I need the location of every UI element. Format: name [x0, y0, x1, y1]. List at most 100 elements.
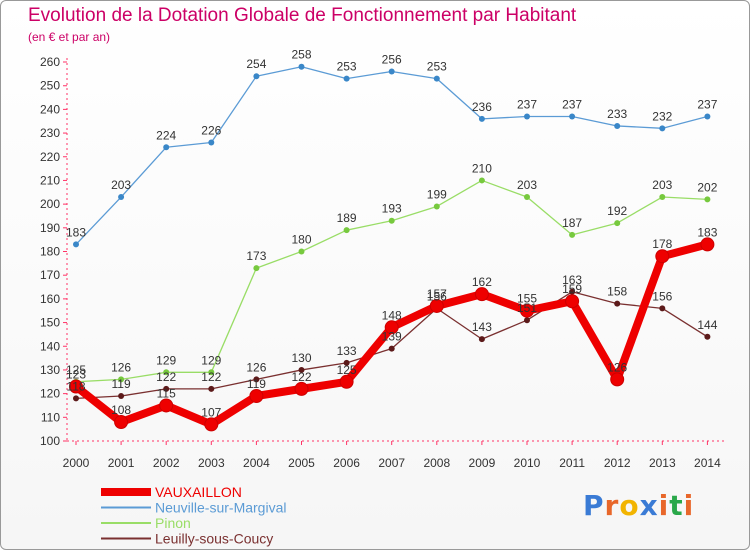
data-point [614, 122, 621, 129]
data-label: 151 [517, 301, 537, 315]
x-tick-label: 2004 [243, 456, 270, 470]
data-label: 189 [337, 211, 357, 225]
y-tick-label: 110 [41, 410, 60, 424]
proxiti-logo: Proxiti [583, 489, 694, 522]
data-point [569, 231, 576, 238]
data-label: 210 [472, 161, 492, 175]
data-point [208, 139, 215, 146]
logo-letter: i [683, 489, 695, 522]
data-point [565, 294, 580, 309]
y-tick-label: 190 [40, 221, 60, 235]
data-label: 193 [382, 202, 402, 216]
data-point [524, 113, 530, 120]
data-label: 148 [382, 308, 402, 322]
data-point [700, 237, 715, 252]
data-point [343, 75, 350, 82]
x-tick-label: 2014 [694, 456, 721, 470]
data-label: 144 [697, 318, 717, 332]
y-tick-label: 240 [40, 102, 60, 116]
x-tick-label: 2009 [469, 456, 496, 470]
data-point [478, 115, 485, 122]
data-point [114, 415, 129, 430]
data-label: 159 [562, 282, 582, 296]
x-tick-label: 2002 [153, 456, 180, 470]
data-point [298, 366, 305, 373]
data-point [339, 374, 354, 389]
data-point [159, 398, 174, 413]
data-point [704, 113, 711, 120]
data-point [659, 125, 666, 132]
data-label: 119 [247, 377, 266, 391]
data-label: 163 [562, 273, 582, 287]
data-label: 258 [291, 48, 311, 62]
data-point [69, 379, 83, 394]
legend-label: Leuilly-sous-Coucy [155, 531, 273, 547]
data-label: 203 [652, 178, 672, 192]
data-point [253, 73, 260, 80]
data-point [610, 372, 625, 387]
logo-letter: x [639, 489, 659, 522]
data-label: 143 [472, 320, 492, 334]
data-point [343, 359, 350, 366]
data-label: 203 [517, 178, 537, 192]
data-point [73, 241, 79, 248]
data-label: 122 [201, 370, 221, 384]
y-tick-label: 260 [40, 55, 60, 69]
y-tick-label: 210 [40, 173, 60, 187]
data-label: 118 [66, 379, 85, 393]
data-point [524, 317, 530, 324]
data-point [569, 113, 576, 120]
data-label: 123 [66, 368, 86, 382]
data-label: 129 [201, 353, 221, 367]
x-tick-label: 2012 [604, 456, 631, 470]
data-point [474, 287, 489, 302]
data-point [163, 144, 170, 151]
data-label: 173 [246, 249, 266, 263]
x-tick-label: 2000 [63, 456, 90, 470]
x-tick-label: 2001 [108, 456, 135, 470]
y-tick-label: 170 [40, 268, 60, 282]
y-tick-label: 130 [40, 363, 60, 377]
y-tick-label: 250 [40, 79, 60, 93]
data-label: 122 [291, 370, 311, 384]
data-point [298, 248, 305, 255]
data-label: 126 [246, 360, 266, 374]
legend-label: Neuville-sur-Margival [155, 500, 286, 516]
data-label: 130 [291, 351, 311, 365]
legend-label: Pinon [155, 515, 191, 531]
data-label: 129 [156, 353, 176, 367]
x-tick-label: 2010 [514, 456, 541, 470]
data-point [163, 369, 170, 376]
data-label: 232 [652, 109, 672, 123]
data-point [249, 388, 264, 403]
data-label: 237 [562, 97, 582, 111]
data-label: 253 [337, 60, 357, 74]
y-tick-label: 220 [40, 150, 60, 164]
data-point [614, 220, 621, 227]
data-point [204, 417, 219, 432]
data-point [253, 265, 260, 272]
data-label: 192 [607, 204, 627, 218]
data-point [659, 194, 666, 201]
x-tick-label: 2013 [649, 456, 676, 470]
x-tick-label: 2006 [333, 456, 360, 470]
x-tick-label: 2007 [378, 456, 405, 470]
data-label: 157 [427, 287, 447, 301]
data-point [388, 217, 395, 224]
y-tick-label: 140 [40, 339, 60, 353]
data-label: 203 [111, 178, 131, 192]
chart-subtitle: (en € et par an) [28, 30, 111, 44]
data-label: 119 [112, 377, 131, 391]
data-label: 237 [517, 97, 537, 111]
chart-title: Evolution de la Dotation Globale de Fonc… [28, 5, 577, 26]
logo-letter: o [619, 489, 640, 522]
data-point [118, 392, 125, 399]
data-point [433, 75, 440, 82]
y-tick-label: 100 [40, 434, 60, 448]
data-point [478, 336, 485, 343]
data-point [343, 227, 350, 234]
data-point [429, 298, 444, 313]
logo-letter: r [604, 489, 620, 522]
data-label: 253 [427, 60, 447, 74]
